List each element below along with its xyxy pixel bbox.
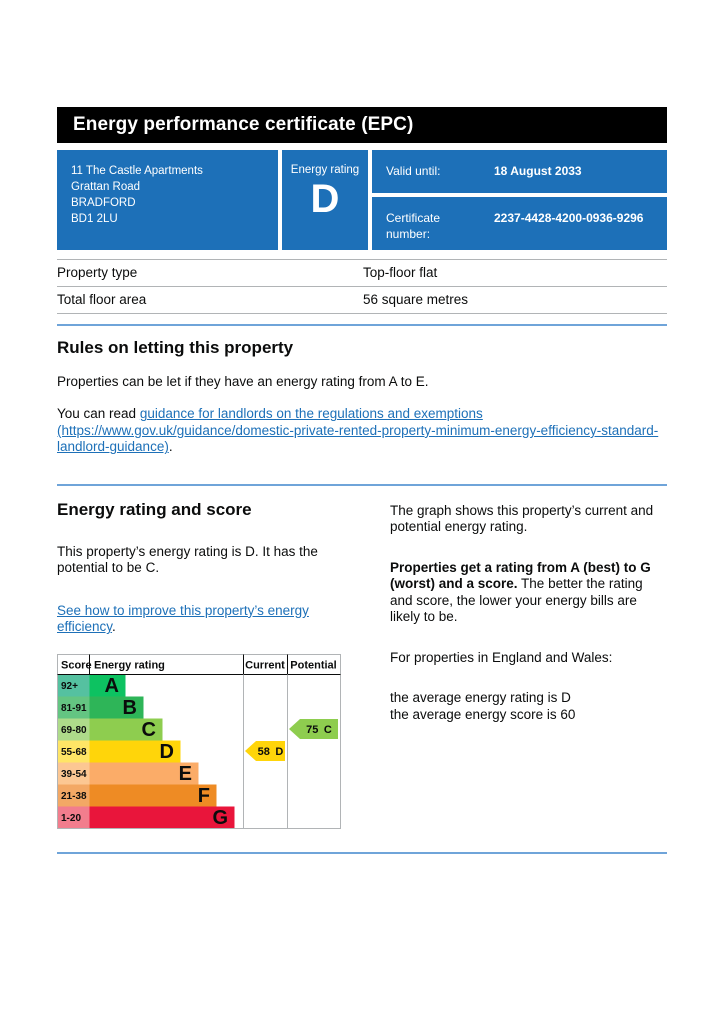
summary-banner: 11 The Castle Apartments Grattan Road BR… — [57, 150, 667, 250]
guidance-paragraph: You can read guidance for landlords on t… — [57, 406, 667, 455]
england-wales-paragraph: For properties in England and Wales: — [390, 649, 613, 665]
certificate-number-label: Certificate number: — [386, 210, 441, 241]
rating-right-column: The graph shows this property’s current … — [390, 500, 667, 834]
band-bar-A — [89, 674, 126, 697]
band-letter-A: A — [105, 675, 119, 697]
table-row: Property type Top-floor flat — [57, 260, 667, 287]
energy-rating-section: Energy rating and score This property’s … — [57, 500, 667, 834]
score-cell-B — [57, 696, 90, 719]
score-range-label: 92+ — [61, 681, 78, 692]
potential-rating-arrow-label: 75 C — [306, 724, 332, 736]
energy-rating-badge: Energy rating D — [282, 150, 368, 250]
landlord-guidance-link[interactable]: guidance for landlords on the regulation… — [57, 406, 659, 455]
score-cell-C — [57, 718, 90, 741]
energy-rating-label: Energy rating — [290, 164, 360, 176]
valid-until-label: Valid until: — [386, 164, 441, 178]
score-cell-D — [57, 740, 90, 763]
band-letter-F: F — [198, 785, 210, 807]
ratings-explainer-rest: The better the rating and score, the low… — [390, 576, 643, 625]
page-title: Energy performance certificate (EPC) — [73, 114, 414, 135]
potential-column-header: Potential — [290, 659, 336, 671]
score-range-label: 55-68 — [61, 747, 87, 758]
address-line-1: 11 The Castle Apartments — [71, 165, 203, 177]
score-cell-G — [57, 806, 90, 829]
score-range-label: 69-80 — [61, 725, 87, 736]
potential-rating-arrow — [289, 718, 338, 739]
score-range-label: 81-91 — [61, 703, 87, 714]
improve-paragraph: See how to improve this property’s energ… — [57, 603, 360, 636]
address-line-2: Grattan Road — [71, 181, 141, 194]
rules-section-heading: Rules on letting this property — [57, 338, 294, 357]
current-column-header: Current — [245, 659, 285, 671]
floor-area-value: 56 square metres — [363, 292, 469, 307]
energy-rating-letter: D — [310, 177, 340, 221]
section-divider — [57, 483, 667, 486]
improve-suffix: . — [112, 619, 116, 635]
band-letter-E: E — [179, 763, 192, 785]
rules-paragraph: Properties can be let if they have an en… — [57, 374, 429, 389]
property-address: 11 The Castle Apartments Grattan Road BR… — [57, 150, 278, 250]
band-bar-D — [89, 740, 181, 763]
score-range-label: 39-54 — [61, 769, 87, 780]
band-bar-C — [89, 718, 163, 741]
ratings-explainer-bold: Properties get a rating from A (best) to… — [390, 559, 651, 592]
address-line-3: BRADFORD — [71, 197, 136, 210]
valid-until-box: Valid until: 18 August 2033 — [372, 150, 667, 193]
rating-section-heading: Energy rating and score — [57, 499, 252, 519]
property-type-value: Top-floor flat — [363, 265, 438, 280]
epc-rating-chart: 92+ A 81-91 B 69-80 C 55-68 D 39-54 E 21-38 F 1-20 G S… — [57, 653, 360, 834]
table-row: Total floor area 56 square metres — [57, 287, 667, 314]
score-range-label: 21-38 — [61, 791, 87, 802]
current-rating-arrow-label: 58 D — [258, 746, 284, 758]
band-letter-G: G — [212, 807, 228, 829]
averages-paragraph: the average energy rating is D the avera… — [390, 690, 667, 723]
band-letter-D: D — [160, 741, 174, 763]
ratings-explainer-paragraph: Properties get a rating from A (best) to… — [390, 560, 667, 626]
floor-area-label: Total floor area — [57, 292, 147, 307]
certificate-title-bar: Energy performance certificate (EPC) — [57, 107, 667, 143]
average-rating-line: the average energy rating is D — [390, 690, 571, 706]
rating-column-header: Energy rating — [94, 659, 165, 671]
graph-intro-paragraph: The graph shows this property’s current … — [390, 502, 654, 535]
score-range-label: 1-20 — [61, 813, 81, 824]
section-divider — [57, 851, 667, 854]
banner-right-column: Valid until: 18 August 2033 Certificate … — [372, 150, 667, 250]
valid-until-value: 18 August 2033 — [494, 164, 582, 178]
rating-description: This property’s energy rating is D. It h… — [57, 543, 318, 576]
average-score-line: the average energy score is 60 — [390, 706, 576, 722]
property-summary-table: Property type Top-floor flat Total floor… — [57, 259, 667, 314]
certificate-number-box: Certificate number: 2237-4428-4200-0936-… — [372, 196, 667, 250]
address-line-4: BD1 2LU — [71, 213, 118, 226]
band-bar-F — [89, 784, 217, 807]
property-type-label: Property type — [57, 265, 138, 280]
guidance-prefix: You can read — [57, 406, 140, 422]
section-divider — [57, 324, 667, 326]
rating-left-column: Energy rating and score This property’s … — [57, 500, 360, 834]
current-rating-arrow — [245, 740, 285, 761]
band-letter-C: C — [142, 719, 156, 741]
epc-chart-svg: 92+ A 81-91 B 69-80 C 55-68 D 39-54 E 21-38 F 1-20 G S… — [57, 653, 341, 829]
score-column-header: Score — [61, 659, 92, 671]
band-letter-B: B — [123, 697, 137, 719]
score-cell-A — [57, 674, 90, 697]
score-cell-F — [57, 784, 90, 807]
band-bar-B — [89, 696, 144, 719]
guidance-suffix: . — [168, 439, 173, 455]
band-bar-E — [89, 762, 199, 785]
band-bar-G — [89, 806, 235, 829]
score-cell-E — [57, 762, 90, 785]
certificate-number-value: 2237-4428-4200-0936-9296 — [494, 210, 644, 225]
improve-efficiency-link[interactable]: See how to improve this property’s energ… — [57, 602, 309, 635]
